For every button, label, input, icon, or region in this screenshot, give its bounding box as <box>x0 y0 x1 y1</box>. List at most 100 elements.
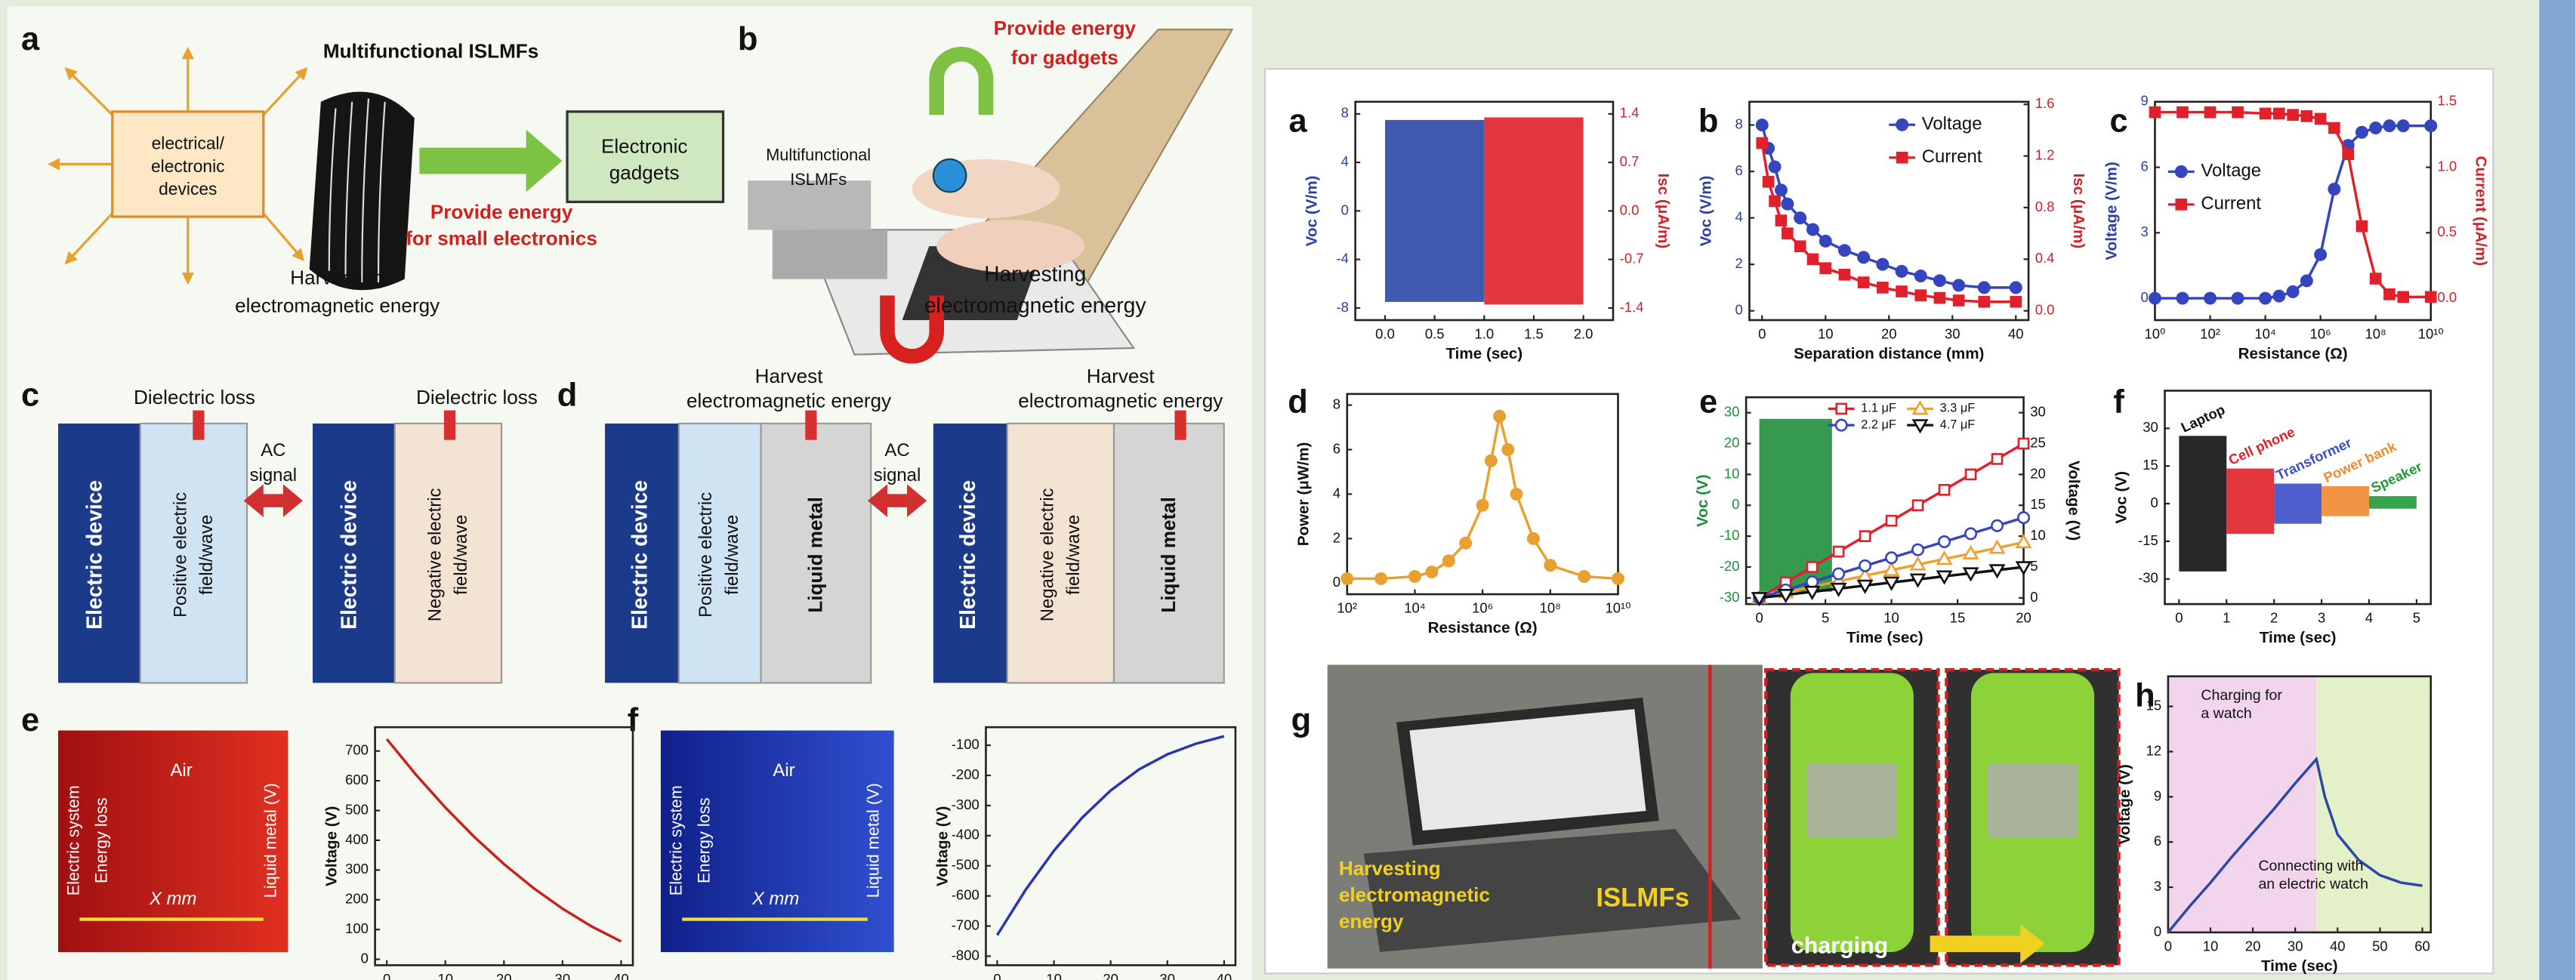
y2-tick-label: 0.0 <box>2437 289 2457 305</box>
label: electromagnetic energy <box>924 293 1147 317</box>
y-tick-label: 0 <box>1732 496 1739 512</box>
label: electromagnetic <box>1339 883 1490 906</box>
marker <box>2176 199 2186 209</box>
y2-tick-label: 0 <box>2030 589 2038 605</box>
marker <box>1858 252 1868 263</box>
label: Electric device <box>336 480 360 630</box>
marker <box>1494 411 1504 421</box>
y-tick-label: 0 <box>1333 574 1340 590</box>
marker <box>1886 516 1896 525</box>
x-tick-label: 40 <box>2008 325 2024 341</box>
marker <box>2177 107 2187 117</box>
marker <box>2301 276 2312 286</box>
marker <box>2018 512 2028 522</box>
marker <box>1939 485 1949 495</box>
y-tick-label: 8 <box>1333 396 1340 411</box>
marker <box>2205 107 2215 117</box>
y-tick-label: -800 <box>952 947 979 963</box>
marker <box>2232 293 2243 304</box>
x-tick-label: 0 <box>2175 610 2183 626</box>
panel-letter: a <box>21 21 40 57</box>
y2-tick-label: 30 <box>2030 403 2046 419</box>
panel-letter: f <box>2113 384 2124 420</box>
photo-g <box>1328 665 2119 969</box>
marker <box>2010 282 2021 293</box>
y-tick-label: -400 <box>952 827 979 843</box>
y-tick-label: 700 <box>345 742 369 758</box>
marker <box>1934 275 1945 285</box>
x-tick-label: 4 <box>2365 610 2373 626</box>
marker <box>1939 536 1949 547</box>
marker <box>1769 162 1780 172</box>
label: Electric system <box>64 785 83 895</box>
y2-tick-label: 1.6 <box>2035 95 2055 111</box>
y2-tick-label: 0.5 <box>2437 223 2457 239</box>
marker <box>2398 120 2408 131</box>
x-tick-label: 1 <box>2223 610 2230 626</box>
y-tick-label: -100 <box>952 736 979 752</box>
marker <box>1991 520 2002 531</box>
label: Liquid metal <box>1157 497 1180 613</box>
x-tick-label: 0.0 <box>1375 325 1395 341</box>
marker <box>1782 229 1792 239</box>
y2-tick-label: 1.5 <box>2437 93 2457 109</box>
x-tick-label: 5 <box>2413 610 2420 626</box>
marker <box>1954 295 1964 305</box>
band <box>1385 120 1484 302</box>
x-tick-label: 40 <box>2330 938 2346 954</box>
x-axis-label: Time (sec) <box>2261 957 2338 975</box>
y-tick-label: 3 <box>2141 223 2149 239</box>
marker <box>1834 547 1843 556</box>
y-tick-label: 3 <box>2154 878 2161 894</box>
y-tick-label: 400 <box>345 831 369 847</box>
x-tick-label: 60 <box>2414 938 2430 954</box>
label: X mm <box>751 889 799 909</box>
label: Liquid metal (V) <box>863 783 882 898</box>
y-tick-label: 600 <box>345 772 369 787</box>
marker <box>2371 122 2381 133</box>
y-tick-label: 30 <box>1724 403 1740 419</box>
y-tick-label: -200 <box>952 766 979 782</box>
label: for small electronics <box>406 227 597 249</box>
panel-letter: c <box>2110 103 2128 140</box>
x-tick-label: 0 <box>2164 938 2172 954</box>
label: Energy loss <box>91 797 110 883</box>
x-tick-label: 0 <box>993 971 1001 980</box>
marker <box>2384 120 2395 131</box>
y-tick-label: -20 <box>1720 558 1740 574</box>
y-tick-label: 100 <box>345 920 369 936</box>
legend-label: Voltage <box>1922 114 1982 134</box>
marker <box>1833 569 1843 579</box>
x-tick-label: 0 <box>1755 610 1763 626</box>
label: Harvest <box>755 365 824 387</box>
x-tick-label: 0 <box>383 971 390 980</box>
x-tick-label: 20 <box>1881 325 1897 341</box>
x-axis-label: Resistance (Ω) <box>2238 345 2348 362</box>
label: Electronic <box>601 135 688 158</box>
legend-label: 4.7 μF <box>1940 418 1976 431</box>
x-axis-label: Time (sec) <box>1846 629 1924 646</box>
marker <box>1477 500 1488 510</box>
marker <box>1913 501 1923 510</box>
marker <box>2149 293 2160 304</box>
y-tick-label: -500 <box>952 857 979 873</box>
label: field/wave <box>722 515 742 595</box>
marker <box>2426 292 2436 302</box>
x-tick-label: 5 <box>1822 610 1829 626</box>
y-tick-label: -700 <box>952 917 979 932</box>
y2-tick-label: 10 <box>2030 527 2046 543</box>
band <box>2274 483 2321 523</box>
marker <box>1979 297 1989 307</box>
band <box>2369 496 2417 509</box>
marker <box>1912 544 1923 555</box>
y2-tick-label: 0.7 <box>1620 153 1640 169</box>
y-tick-label: 4 <box>1735 208 1742 224</box>
y2-tick-label: 0.0 <box>1620 202 1640 217</box>
x-tick-label: 10⁴ <box>1404 600 1426 616</box>
marker <box>1896 266 1907 276</box>
x-tick-label: 10 <box>1883 610 1899 626</box>
legend-label: Current <box>1922 146 1982 167</box>
marker <box>1915 270 1926 281</box>
marker <box>2329 183 2340 194</box>
label: energy <box>1339 910 1404 932</box>
